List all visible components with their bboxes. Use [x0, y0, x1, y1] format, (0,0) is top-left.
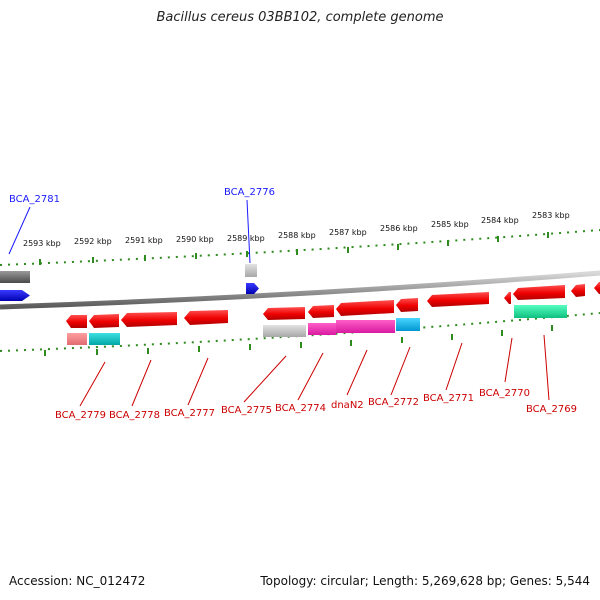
gene-label-bca-2776[interactable]: BCA_2776	[224, 187, 275, 198]
gene-label-bca-2771[interactable]: BCA_2771	[423, 393, 474, 404]
scale-label: 2583 kbp	[532, 211, 570, 220]
gene-label-bca-2781[interactable]: BCA_2781	[9, 194, 60, 205]
scale-label: 2590 kbp	[176, 235, 214, 244]
scale-labels: 2593 kbp 2592 kbp 2591 kbp 2590 kbp 2589…	[23, 211, 570, 248]
dnan2-arrow[interactable]	[308, 305, 334, 318]
gene-bca-2776-cds[interactable]	[245, 264, 257, 277]
reverse-features	[66, 282, 600, 345]
gene-label-bca-2778[interactable]: BCA_2778	[109, 410, 160, 421]
gene-bca-2778-arrow[interactable]	[89, 314, 119, 328]
topology-text: Topology: circular; Length: 5,269,628 bp…	[260, 574, 590, 588]
gene-bca-2770-arrow[interactable]	[427, 292, 489, 307]
scale-label: 2585 kbp	[431, 220, 469, 229]
gene-label-bca-2769[interactable]: BCA_2769	[526, 404, 577, 415]
gene-bca-2774-cds[interactable]	[263, 325, 306, 337]
label-leaders	[8, 199, 550, 407]
gene-bca-2769-arrow[interactable]	[513, 285, 565, 300]
gene-bca-2778-cds[interactable]	[89, 333, 120, 345]
scale-label: 2589 kbp	[227, 234, 265, 243]
scale-label: 2587 kbp	[329, 228, 367, 237]
gene-bca-2771-arrow[interactable]	[396, 298, 418, 312]
gene-bca-2769-cds[interactable]	[514, 305, 567, 318]
gene-bca-2772-arrow[interactable]	[336, 300, 394, 316]
dnan2-cds-b[interactable]	[336, 320, 395, 333]
gene-label-bca-2770[interactable]: BCA_2770	[479, 388, 530, 399]
scale-label: 2591 kbp	[125, 236, 163, 245]
scale-label: 2592 kbp	[74, 237, 112, 246]
gene-extra-arrow-2[interactable]	[594, 282, 600, 294]
gene-label-bca-2774[interactable]: BCA_2774	[275, 403, 326, 414]
gene-bca-2775-arrow[interactable]	[184, 310, 228, 325]
scale-label: 2586 kbp	[380, 224, 418, 233]
gene-labels: BCA_2781 BCA_2776 BCA_2779 BCA_2778 BCA_…	[9, 187, 577, 421]
gene-bca-2776-arrow[interactable]	[246, 283, 259, 294]
gene-label-dnan2[interactable]: dnaN2	[331, 400, 364, 411]
gene-bca-2774-arrow[interactable]	[263, 307, 305, 320]
accession-text: Accession: NC_012472	[9, 574, 146, 588]
gene-bca-2772-cds[interactable]	[396, 318, 420, 331]
gene-label-bca-2775[interactable]: BCA_2775	[221, 405, 272, 416]
genome-title: Bacillus cereus 03BB102, complete genome	[156, 10, 444, 25]
scale-label: 2584 kbp	[481, 216, 519, 225]
outer-major-ticks	[39, 232, 549, 265]
gene-bca-2779-cds[interactable]	[67, 333, 87, 345]
gene-bca-2779-arrow[interactable]	[66, 315, 87, 328]
gene-bca-2777-arrow[interactable]	[121, 312, 177, 327]
dnan2-cds-a[interactable]	[308, 323, 336, 335]
gene-bca-2781-cds[interactable]	[0, 271, 30, 283]
gene-bca-2781-arrow[interactable]	[0, 290, 30, 301]
genome-backbone	[0, 270, 600, 310]
gene-bca-2769-small-arrow[interactable]	[504, 292, 511, 304]
scale-label: 2588 kbp	[278, 231, 316, 240]
inner-major-ticks	[44, 325, 553, 356]
gene-label-bca-2772[interactable]: BCA_2772	[368, 397, 419, 408]
gene-label-bca-2777[interactable]: BCA_2777	[164, 408, 215, 419]
gene-label-bca-2779[interactable]: BCA_2779	[55, 410, 106, 421]
forward-features	[0, 264, 259, 301]
scale-label: 2593 kbp	[23, 239, 61, 248]
gene-extra-arrow-1[interactable]	[571, 284, 585, 297]
